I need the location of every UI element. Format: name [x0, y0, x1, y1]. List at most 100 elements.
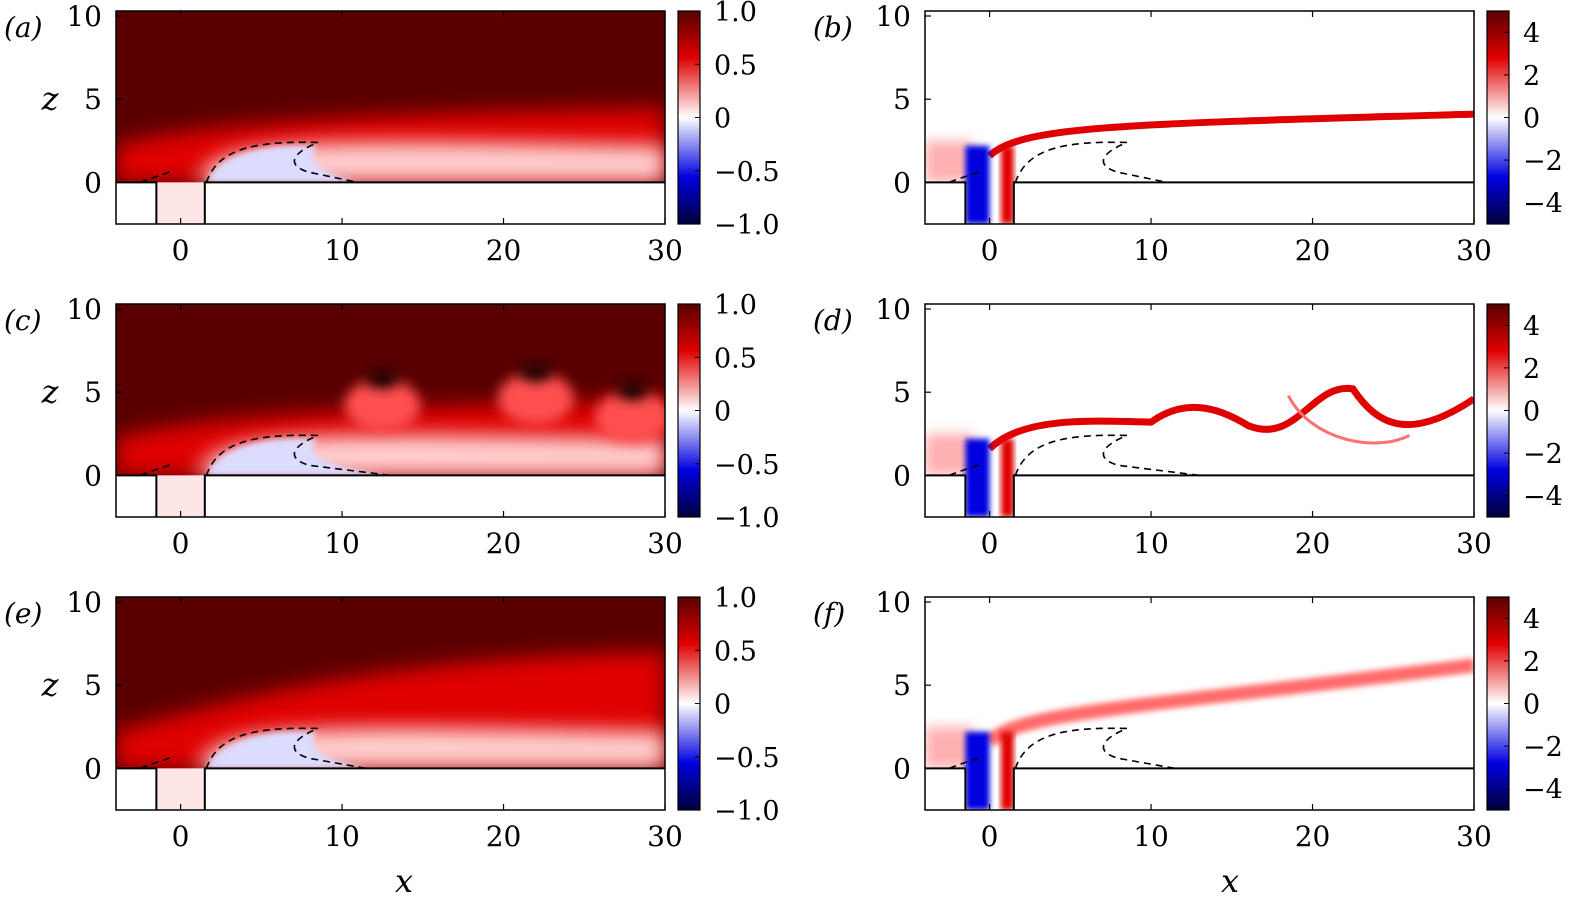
wall-outline-right — [1012, 181, 1474, 224]
wall-right — [204, 768, 665, 810]
shear-layer-roll-up — [987, 385, 1474, 452]
y-tick-label: 10 — [66, 0, 102, 33]
recirculation-bubble — [206, 731, 367, 769]
wall-left — [116, 768, 157, 810]
colorbar: 4 2 0 −2 −4 — [1486, 10, 1563, 225]
x-tick-label: 10 — [1133, 234, 1169, 267]
wall-right — [1013, 182, 1474, 224]
colorbar-tick-label: −2 — [1523, 732, 1563, 763]
x-tick-label: 0 — [981, 234, 999, 267]
jet-inlet — [156, 182, 205, 224]
recirculation-contour — [1014, 434, 1200, 477]
x-tick-label: 10 — [324, 820, 360, 853]
y-tick-label: 10 — [875, 0, 911, 33]
vortex-blob — [594, 391, 665, 444]
wall-outline-right — [203, 474, 665, 517]
colorbar-tick-label: 0 — [1523, 104, 1540, 135]
shear-layer — [987, 110, 1474, 159]
y-tick-label: 0 — [893, 752, 911, 785]
colorbar-tick-label: 2 — [1523, 354, 1540, 385]
y-tick-label: 5 — [84, 669, 102, 702]
heatmap-field — [925, 597, 1474, 810]
colorbar-tick-label: −0.5 — [714, 743, 780, 774]
x-axis-label-right: x — [1221, 862, 1239, 900]
wall-right — [1013, 768, 1474, 810]
x-tick-label: 30 — [647, 820, 683, 853]
colorbar-tick-label: 0 — [714, 104, 731, 135]
vortex-braid — [1286, 394, 1411, 445]
jet-wall-negative — [965, 145, 990, 224]
y-tick-label: 0 — [84, 752, 102, 785]
colorbar: 1.0 0.5 0 −0.5 −1.0 — [677, 583, 780, 827]
colorbar-tick-label: 0 — [1523, 397, 1540, 428]
x-tick-label: 30 — [647, 527, 683, 560]
jet-inlet — [156, 475, 205, 517]
wall-outline-left — [116, 767, 158, 810]
heatmap-field — [116, 597, 665, 810]
wall-outline-right — [203, 767, 665, 810]
recirculation-contour-upstream — [139, 460, 172, 477]
x-tick-label: 0 — [981, 527, 999, 560]
x-tick-label: 30 — [1456, 820, 1492, 853]
colorbar-tick-label: 2 — [1523, 61, 1540, 92]
wall-outline-left — [116, 181, 158, 224]
colorbar-tick-label: 4 — [1523, 311, 1540, 342]
recirculation-contour — [1014, 141, 1168, 184]
y-tick-label: 0 — [84, 459, 102, 492]
colorbar-tick-label: −2 — [1523, 146, 1563, 177]
plot-frame — [924, 596, 1475, 811]
y-tick-label: 5 — [893, 669, 911, 702]
x-tick-label: 0 — [172, 234, 190, 267]
wall-left — [925, 475, 966, 517]
wall-outline-left — [116, 474, 158, 517]
boundary-layer — [925, 726, 974, 769]
panel-label: (c) — [4, 304, 42, 337]
colorbar-tick-label: 0 — [714, 690, 731, 721]
recirculation-contour — [205, 141, 359, 184]
jet-wall-positive — [1000, 731, 1014, 810]
wall-outline-right — [203, 181, 665, 224]
colorbar-tick-label: −0.5 — [714, 157, 780, 188]
y-tick-label: 10 — [875, 293, 911, 326]
recirculation-contour — [205, 727, 367, 770]
x-tick-label: 0 — [172, 527, 190, 560]
x-tick-label: 10 — [1133, 820, 1169, 853]
y-tick-label: 10 — [66, 293, 102, 326]
background — [925, 304, 1474, 476]
recirculation-contour — [1014, 727, 1176, 770]
x-tick-label: 10 — [324, 527, 360, 560]
colorbar: 1.0 0.5 0 −0.5 −1.0 — [677, 0, 780, 241]
wall-outline-left — [925, 767, 967, 810]
colorbar-tick-label: 4 — [1523, 604, 1540, 635]
heatmap-field — [116, 11, 665, 224]
wall-right — [204, 182, 665, 224]
vortex-core — [366, 368, 399, 389]
y-tick-label: 10 — [66, 586, 102, 619]
colorbar: 1.0 0.5 0 −0.5 −1.0 — [677, 290, 780, 534]
plot-frame — [115, 10, 666, 225]
recirculation-bubble — [206, 145, 359, 183]
wall-left — [116, 475, 157, 517]
plot-frame — [115, 596, 666, 811]
colorbar-tick-label: 0.5 — [714, 343, 757, 374]
x-tick-label: 0 — [981, 820, 999, 853]
colorbar: 4 2 0 −2 −4 — [1486, 303, 1563, 518]
jet-wall-negative — [965, 731, 990, 810]
boundary-layer — [925, 140, 974, 183]
wall-right — [1013, 475, 1474, 517]
wall-outline-left — [925, 181, 967, 224]
colorbar: 4 2 0 −2 −4 — [1486, 596, 1563, 811]
panel-label: (e) — [4, 597, 42, 630]
wall-outline-right — [1012, 474, 1474, 517]
colorbar-tick-label: −4 — [1523, 482, 1563, 513]
recirculation-contour-upstream — [948, 753, 981, 770]
y-axis-label: z — [41, 80, 60, 118]
jet-wall-positive — [1000, 145, 1014, 224]
vortex-core — [519, 362, 552, 383]
x-tick-label: 10 — [324, 234, 360, 267]
plot-frame — [924, 10, 1475, 225]
x-tick-label: 20 — [486, 820, 522, 853]
heatmap-field — [116, 304, 665, 517]
panel-label: (d) — [813, 304, 853, 337]
